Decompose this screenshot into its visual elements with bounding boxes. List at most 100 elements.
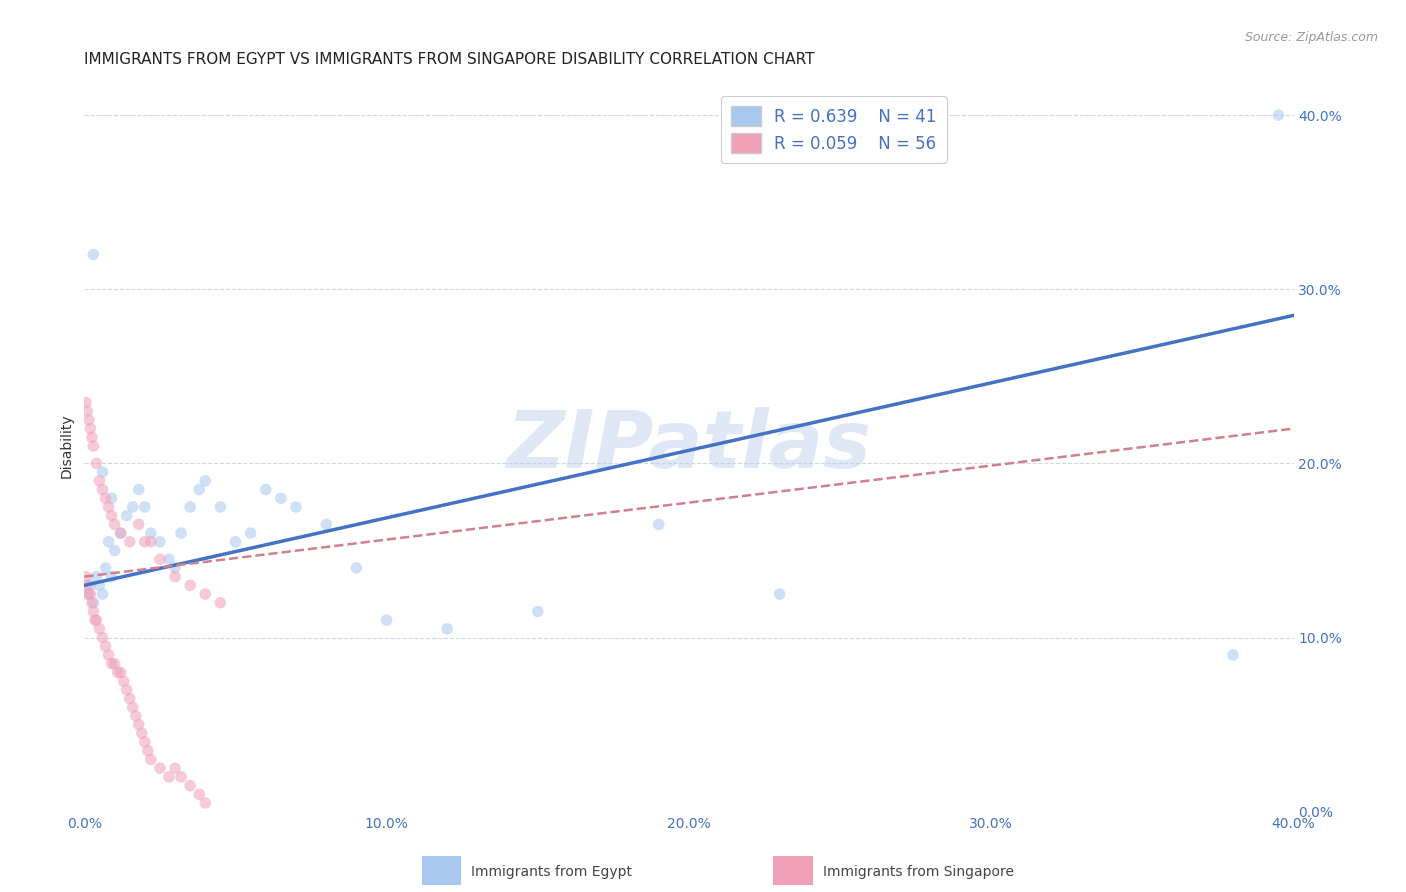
Point — [139, 534, 162, 549]
Point — [139, 526, 162, 541]
Point — [91, 483, 114, 497]
Point — [131, 726, 153, 740]
Point — [79, 587, 101, 601]
Point — [225, 534, 247, 549]
Point — [110, 665, 132, 680]
Point — [1267, 108, 1289, 122]
Point — [134, 735, 156, 749]
Point — [194, 796, 217, 810]
Point — [125, 709, 148, 723]
Point — [104, 543, 127, 558]
Point — [100, 491, 122, 506]
Point — [94, 640, 117, 654]
Point — [79, 578, 101, 592]
Point — [82, 247, 104, 261]
Point — [139, 752, 162, 766]
Point — [157, 552, 180, 566]
Point — [97, 500, 120, 514]
Point — [188, 483, 211, 497]
Point — [436, 622, 458, 636]
Point — [97, 648, 120, 662]
Point — [134, 500, 156, 514]
Point — [104, 657, 127, 671]
Point — [149, 761, 172, 775]
Point — [86, 569, 108, 583]
Point — [82, 604, 104, 618]
Point — [80, 596, 103, 610]
Point — [128, 717, 150, 731]
Point — [80, 430, 103, 444]
Point — [165, 569, 187, 583]
Point — [75, 569, 97, 583]
Point — [76, 587, 98, 601]
Point — [104, 517, 127, 532]
Point — [77, 413, 100, 427]
Point — [209, 596, 232, 610]
Point — [128, 483, 150, 497]
Point — [239, 526, 262, 541]
Point — [136, 744, 159, 758]
Point — [89, 622, 111, 636]
Point — [648, 517, 671, 532]
Point — [769, 587, 792, 601]
Point — [315, 517, 337, 532]
Point — [100, 569, 122, 583]
Point — [86, 613, 108, 627]
Point — [194, 474, 217, 488]
Point — [527, 604, 550, 618]
Text: Immigrants from Egypt: Immigrants from Egypt — [471, 865, 633, 880]
Point — [375, 613, 398, 627]
Point — [79, 421, 101, 435]
Point — [89, 578, 111, 592]
Point — [84, 613, 107, 627]
Point — [97, 534, 120, 549]
Point — [82, 596, 104, 610]
Point — [165, 561, 187, 575]
Text: IMMIGRANTS FROM EGYPT VS IMMIGRANTS FROM SINGAPORE DISABILITY CORRELATION CHART: IMMIGRANTS FROM EGYPT VS IMMIGRANTS FROM… — [84, 52, 815, 67]
Point — [76, 578, 98, 592]
Point — [110, 526, 132, 541]
Point — [179, 578, 201, 592]
Point — [270, 491, 292, 506]
Y-axis label: Disability: Disability — [60, 414, 75, 478]
Point — [115, 508, 138, 523]
Point — [188, 787, 211, 801]
Point — [179, 779, 201, 793]
Point — [134, 534, 156, 549]
Point — [118, 534, 141, 549]
Point — [115, 682, 138, 697]
Point — [254, 483, 277, 497]
Point — [91, 631, 114, 645]
Point — [209, 500, 232, 514]
Point — [107, 665, 129, 680]
Point — [194, 587, 217, 601]
Text: Immigrants from Singapore: Immigrants from Singapore — [823, 865, 1014, 880]
Point — [285, 500, 308, 514]
Point — [76, 404, 98, 418]
Point — [118, 691, 141, 706]
Point — [128, 517, 150, 532]
Point — [179, 500, 201, 514]
Point — [75, 395, 97, 409]
Point — [89, 474, 111, 488]
Point — [86, 457, 108, 471]
Point — [91, 465, 114, 479]
Point — [157, 770, 180, 784]
Point — [165, 761, 187, 775]
Point — [121, 500, 143, 514]
Point — [170, 770, 193, 784]
Point — [1222, 648, 1244, 662]
Point — [91, 587, 114, 601]
Point — [149, 534, 172, 549]
Point — [110, 526, 132, 541]
Text: ZIPatlas: ZIPatlas — [506, 407, 872, 485]
Point — [121, 700, 143, 714]
Point — [100, 508, 122, 523]
Point — [100, 657, 122, 671]
Text: Source: ZipAtlas.com: Source: ZipAtlas.com — [1244, 31, 1378, 45]
Point — [170, 526, 193, 541]
Point — [77, 587, 100, 601]
Point — [94, 491, 117, 506]
Point — [112, 674, 135, 689]
Point — [149, 552, 172, 566]
